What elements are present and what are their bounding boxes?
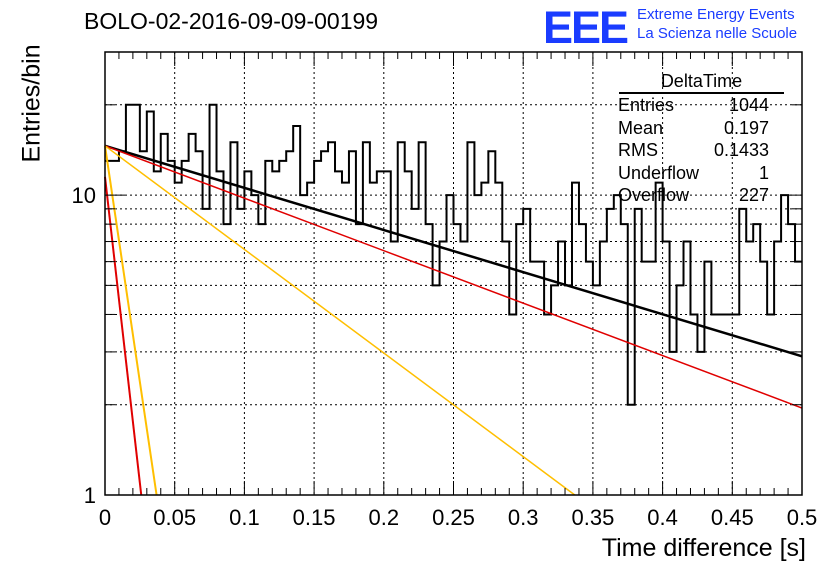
stats-box: DeltaTime Entries 1044 Mean 0.197 RMS 0.… (611, 70, 784, 207)
axis-ticks (104, 51, 803, 496)
stats-value: 227 (738, 185, 769, 205)
stats-row-overflow: Overflow 227 (611, 184, 776, 207)
eee-logo: EEE (543, 2, 629, 53)
y-tick-label: 10 (72, 183, 96, 208)
x-tick-label: 0 (99, 505, 111, 530)
stats-label: Mean (618, 117, 664, 138)
x-axis-label: Time difference [s] (601, 534, 806, 562)
fit-line (104, 145, 158, 496)
x-tick-label: 0.1 (229, 505, 260, 530)
fit-line (104, 144, 803, 358)
logo-caption: Extreme Energy Events La Scienza nelle S… (637, 5, 797, 43)
x-tick-label: 0.45 (711, 505, 754, 530)
stats-value: 1044 (728, 95, 769, 115)
stats-label: Underflow (618, 162, 700, 183)
x-tick-label: 0.2 (369, 505, 400, 530)
stats-row-mean: Mean 0.197 (611, 117, 776, 140)
y-axis-label: Entries/bin (17, 44, 46, 163)
x-tick-label: 0.15 (293, 505, 336, 530)
stats-row-underflow: Underflow 1 (611, 162, 776, 185)
x-tick-label: 0.3 (508, 505, 539, 530)
stats-label: Overflow (618, 185, 690, 205)
fit-line (104, 145, 803, 409)
stats-row-entries: Entries 1044 (611, 94, 776, 117)
stats-row-rms: RMS 0.1433 (611, 139, 776, 162)
histogram-series (105, 103, 802, 406)
stats-value: 0.197 (723, 117, 769, 138)
y-tick-label: 1 (84, 483, 96, 508)
grid-lines (104, 51, 803, 495)
chart-title: BOLO-02-2016-09-09-00199 (84, 8, 379, 34)
stats-label: RMS (618, 140, 658, 160)
stats-value: 0.1433 (713, 140, 769, 160)
x-tick-label: 0.05 (153, 505, 196, 530)
x-tick-label: 0.4 (647, 505, 678, 530)
x-tick-label: 0.35 (571, 505, 614, 530)
axis-tick-labels: 0 0.05 0.1 0.15 0.2 0.25 0.3 0.35 0.4 0.45 0.5 1 10 (72, 183, 818, 530)
logo-line-1: Extreme Energy Events (637, 6, 795, 23)
stats-value: 1 (758, 162, 769, 183)
fit-lines (104, 144, 803, 496)
histogram-outline (105, 103, 802, 406)
x-tick-label: 0.25 (432, 505, 475, 530)
stats-title: DeltaTime (619, 70, 784, 94)
fit-line (104, 176, 143, 496)
stats-label: Entries (618, 95, 675, 115)
x-tick-label: 0.5 (787, 505, 818, 530)
logo-line-2: La Scienza nelle Scuole (637, 25, 798, 42)
fit-line (104, 145, 576, 496)
